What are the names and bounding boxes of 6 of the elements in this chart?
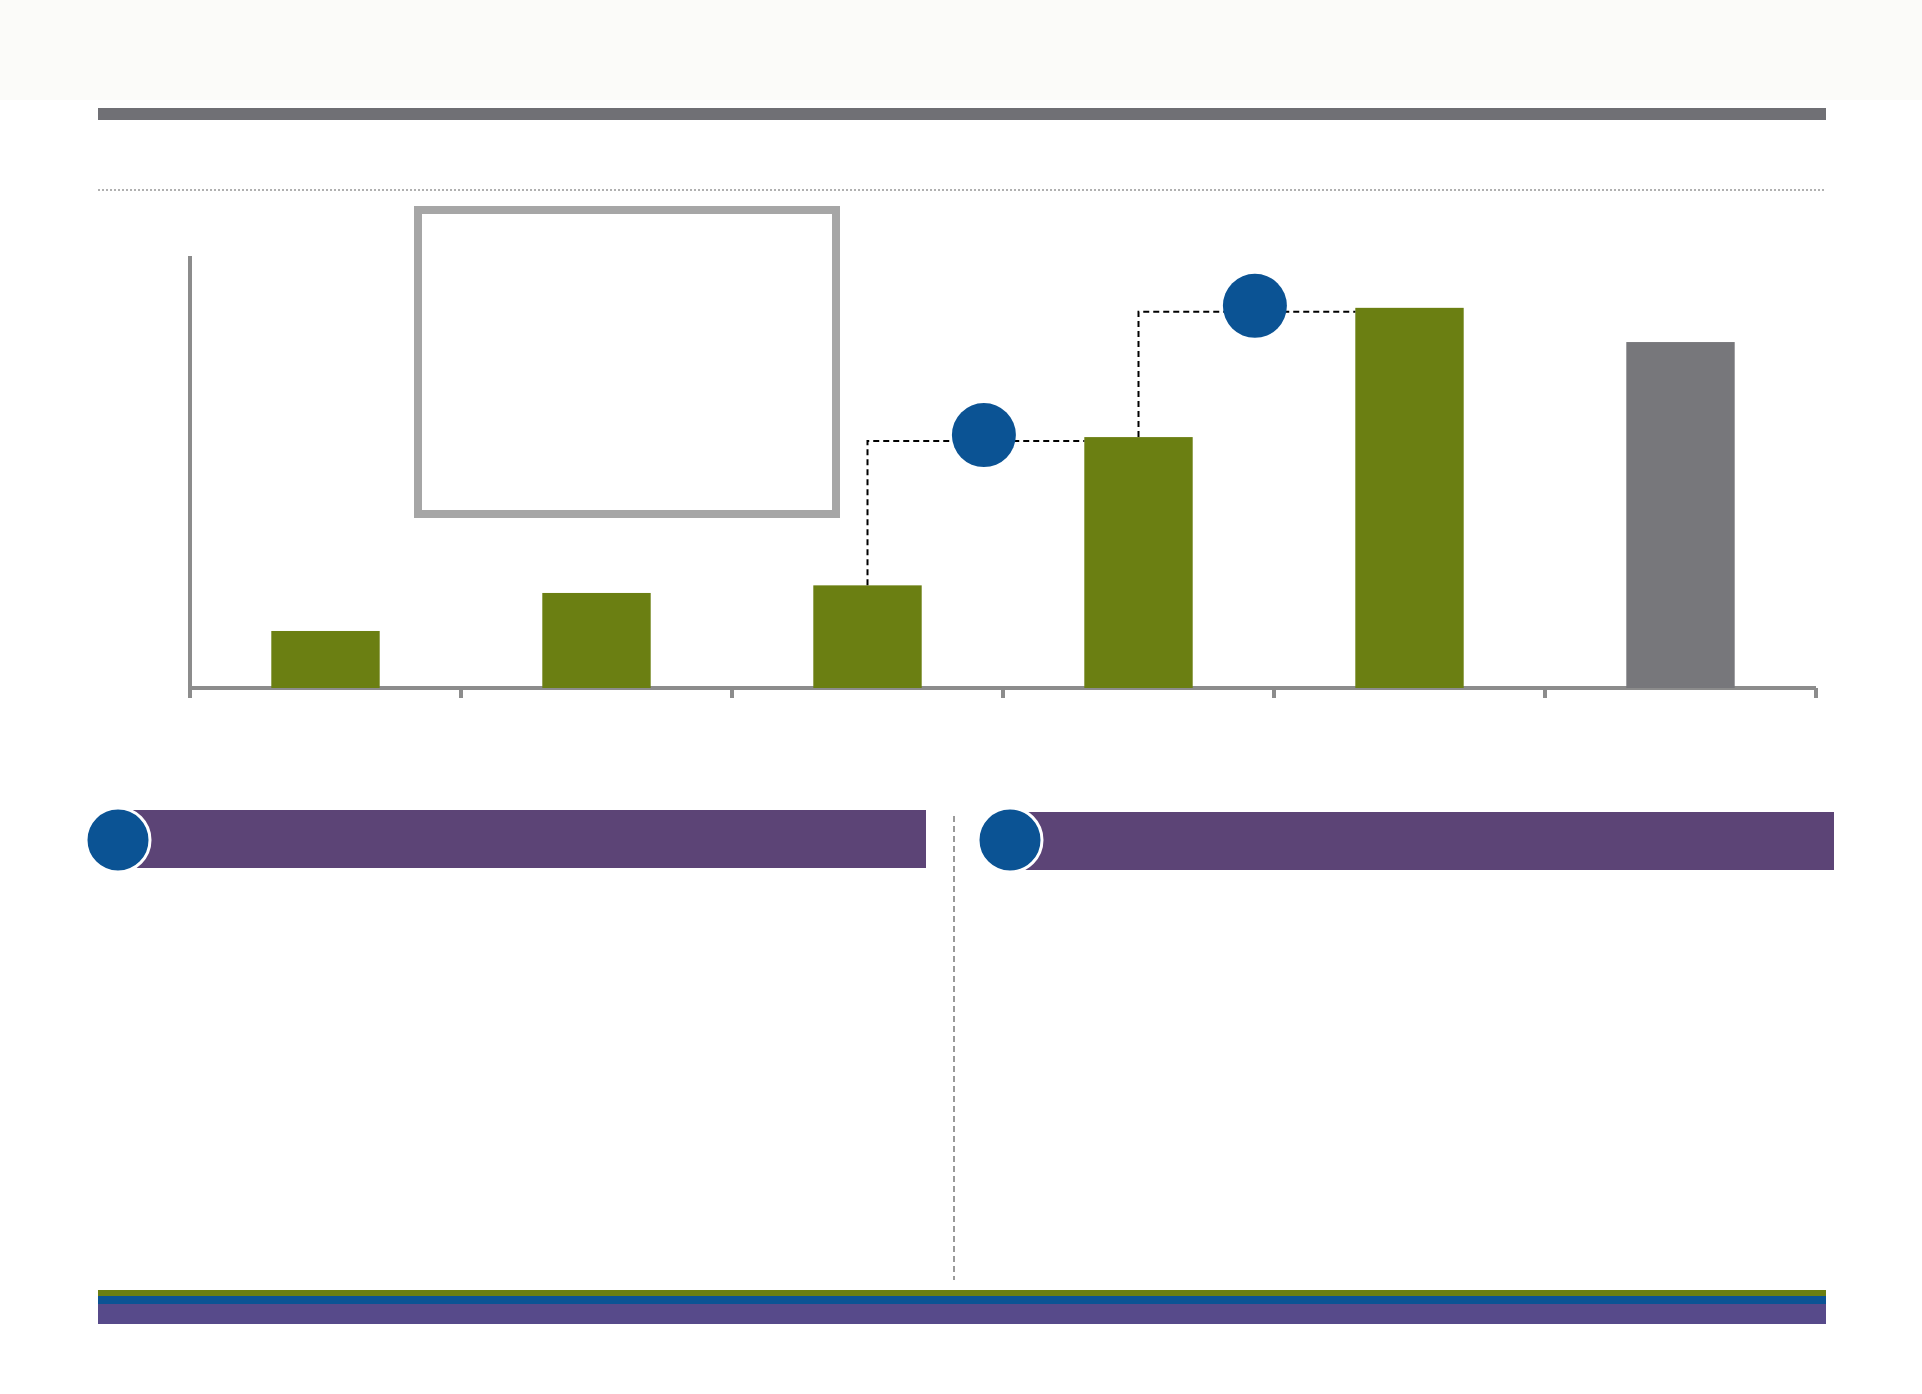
bar — [813, 585, 922, 688]
bar — [271, 630, 380, 688]
bar — [542, 592, 651, 688]
bar — [1355, 307, 1464, 688]
bar — [1626, 342, 1735, 688]
bar — [1084, 437, 1193, 688]
